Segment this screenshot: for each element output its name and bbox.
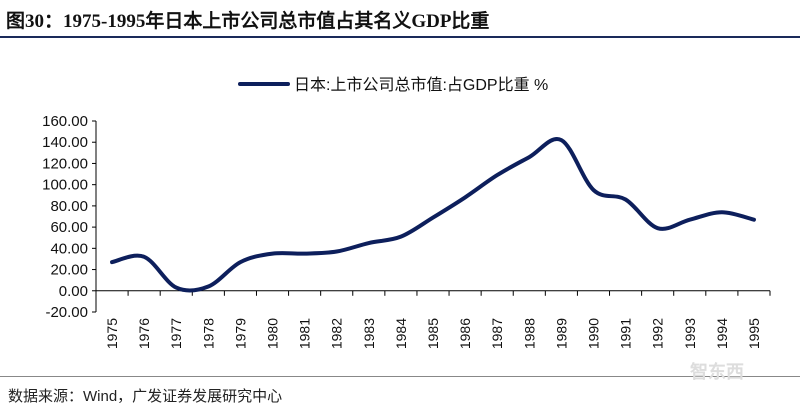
y-tick-label: 40.00 — [50, 240, 88, 257]
x-tick-label: 1975 — [104, 318, 120, 349]
x-tick-label: 1979 — [232, 318, 248, 349]
title-rule — [0, 36, 800, 38]
source-note: 数据来源：Wind，广发证券发展研究中心 — [8, 388, 283, 405]
x-tick-label: 1988 — [521, 318, 537, 349]
x-tick-label: 1993 — [682, 318, 698, 349]
x-tick-label: 1987 — [489, 318, 505, 349]
x-tick-label: 1980 — [265, 318, 281, 349]
y-tick-label: 160.00 — [42, 113, 88, 130]
y-tick-label: 60.00 — [50, 219, 88, 236]
y-tick-label: 100.00 — [42, 177, 88, 194]
x-tick-label: 1992 — [650, 318, 666, 349]
y-tick-label: 20.00 — [50, 262, 88, 279]
x-tick-label: 1995 — [746, 318, 762, 349]
watermark-logo: 智东西 — [690, 362, 744, 382]
y-tick-label: 120.00 — [42, 155, 88, 172]
x-tick-label: 1991 — [618, 318, 634, 349]
x-tick-label: 1984 — [393, 318, 409, 349]
x-tick-label: 1982 — [329, 318, 345, 349]
x-tick-label: 1994 — [714, 318, 730, 349]
x-tick-label: 1981 — [297, 318, 313, 349]
y-tick-label: -20.00 — [45, 304, 88, 321]
y-tick-label: 80.00 — [50, 198, 88, 215]
y-tick-label: 0.00 — [59, 283, 88, 300]
series-line — [110, 137, 756, 293]
x-tick-label: 1983 — [361, 318, 377, 349]
x-tick-label: 1977 — [168, 318, 184, 349]
x-tick-label: 1990 — [585, 318, 601, 349]
figure-title: 图30：1975-1995年日本上市公司总市值占其名义GDP比重 — [6, 11, 490, 32]
legend-label: 日本:上市公司总市值:占GDP比重 % — [294, 76, 548, 94]
x-tick-label: 1985 — [425, 318, 441, 349]
x-tick-label: 1976 — [136, 318, 152, 349]
x-tick-label: 1986 — [457, 318, 473, 349]
source-rule — [0, 376, 800, 377]
x-tick-label: 1978 — [200, 318, 216, 349]
y-tick-label: 140.00 — [42, 134, 88, 151]
x-tick-label: 1989 — [553, 318, 569, 349]
